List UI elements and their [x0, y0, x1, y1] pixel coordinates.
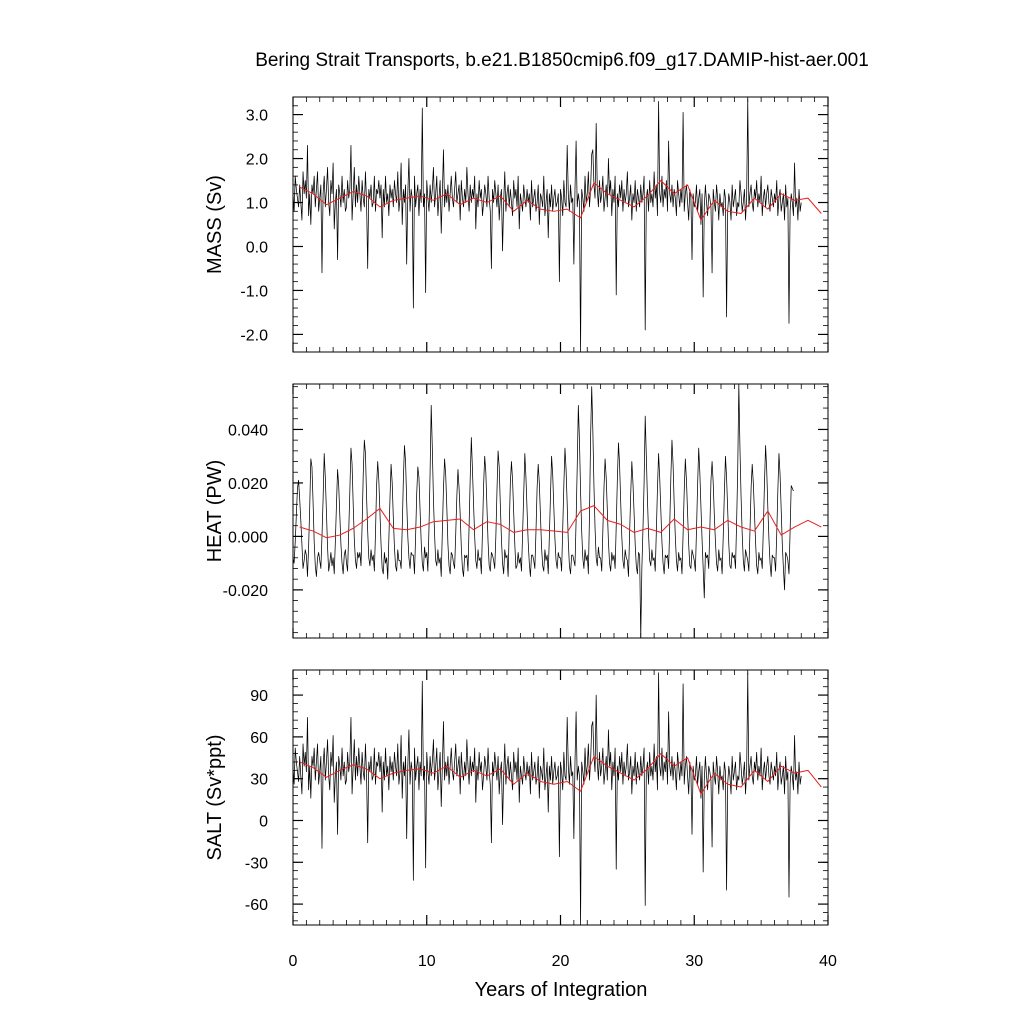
mass-y-tick-label: 2.0 [246, 152, 268, 169]
x-tick-label: 20 [552, 953, 570, 970]
mass-y-tick-label: 0.0 [246, 239, 268, 256]
mass-annual-series-line [299, 180, 822, 221]
heat-y-axis-label: HEAT (PW) [204, 460, 226, 563]
x-axis-label: Years of Integration [475, 979, 648, 1001]
heat-y-tick-label: 0.020 [228, 476, 268, 493]
salt-y-tick-label: 60 [250, 730, 268, 747]
x-tick-label: 0 [289, 953, 298, 970]
x-tick-label: 10 [418, 953, 436, 970]
figure-title: Bering Strait Transports, b.e21.B1850cmi… [255, 50, 869, 71]
mass-y-tick-label: -2.0 [240, 327, 268, 344]
mass-y-tick-label: -1.0 [240, 283, 268, 300]
salt-panel: -60 -30 0 30 60 90 SALT (Sv*ppt) [204, 669, 829, 926]
heat-annual-series-line [299, 505, 822, 539]
heat-plot-frame [292, 383, 829, 639]
x-tick-label: 40 [819, 953, 837, 970]
salt-y-tick-label: 90 [250, 688, 268, 705]
salt-y-tick-label: 0 [259, 813, 268, 830]
salt-y-tick-label: -30 [245, 855, 268, 872]
salt-y-axis-label: SALT (Sv*ppt) [204, 735, 226, 861]
heat-y-tick-label: -0.020 [223, 583, 268, 600]
salt-monthly-series-line [292, 672, 802, 926]
panels: -2.0 -1.0 0.0 1.0 2.0 3.0 MASS (Sv) -0.020 0.000… [204, 96, 837, 970]
mass-y-tick-label: 1.0 [246, 196, 268, 213]
salt-y-tick-label: 30 [250, 772, 268, 789]
heat-y-tick-label: 0.040 [228, 422, 268, 439]
mass-y-axis-label: MASS (Sv) [204, 175, 226, 274]
heat-panel: -0.020 0.000 0.020 0.040 HEAT (PW) [204, 383, 829, 639]
heat-monthly-series-line [292, 383, 794, 639]
heat-y-tick-label: 0.000 [228, 529, 268, 546]
mass-y-tick-label: 3.0 [246, 108, 268, 125]
salt-annual-series-line [299, 753, 822, 795]
x-tick-label: 30 [685, 953, 703, 970]
mass-panel: -2.0 -1.0 0.0 1.0 2.0 3.0 MASS (Sv) [204, 96, 829, 353]
mass-monthly-series-line [292, 98, 802, 353]
salt-y-tick-label: -60 [245, 897, 268, 914]
